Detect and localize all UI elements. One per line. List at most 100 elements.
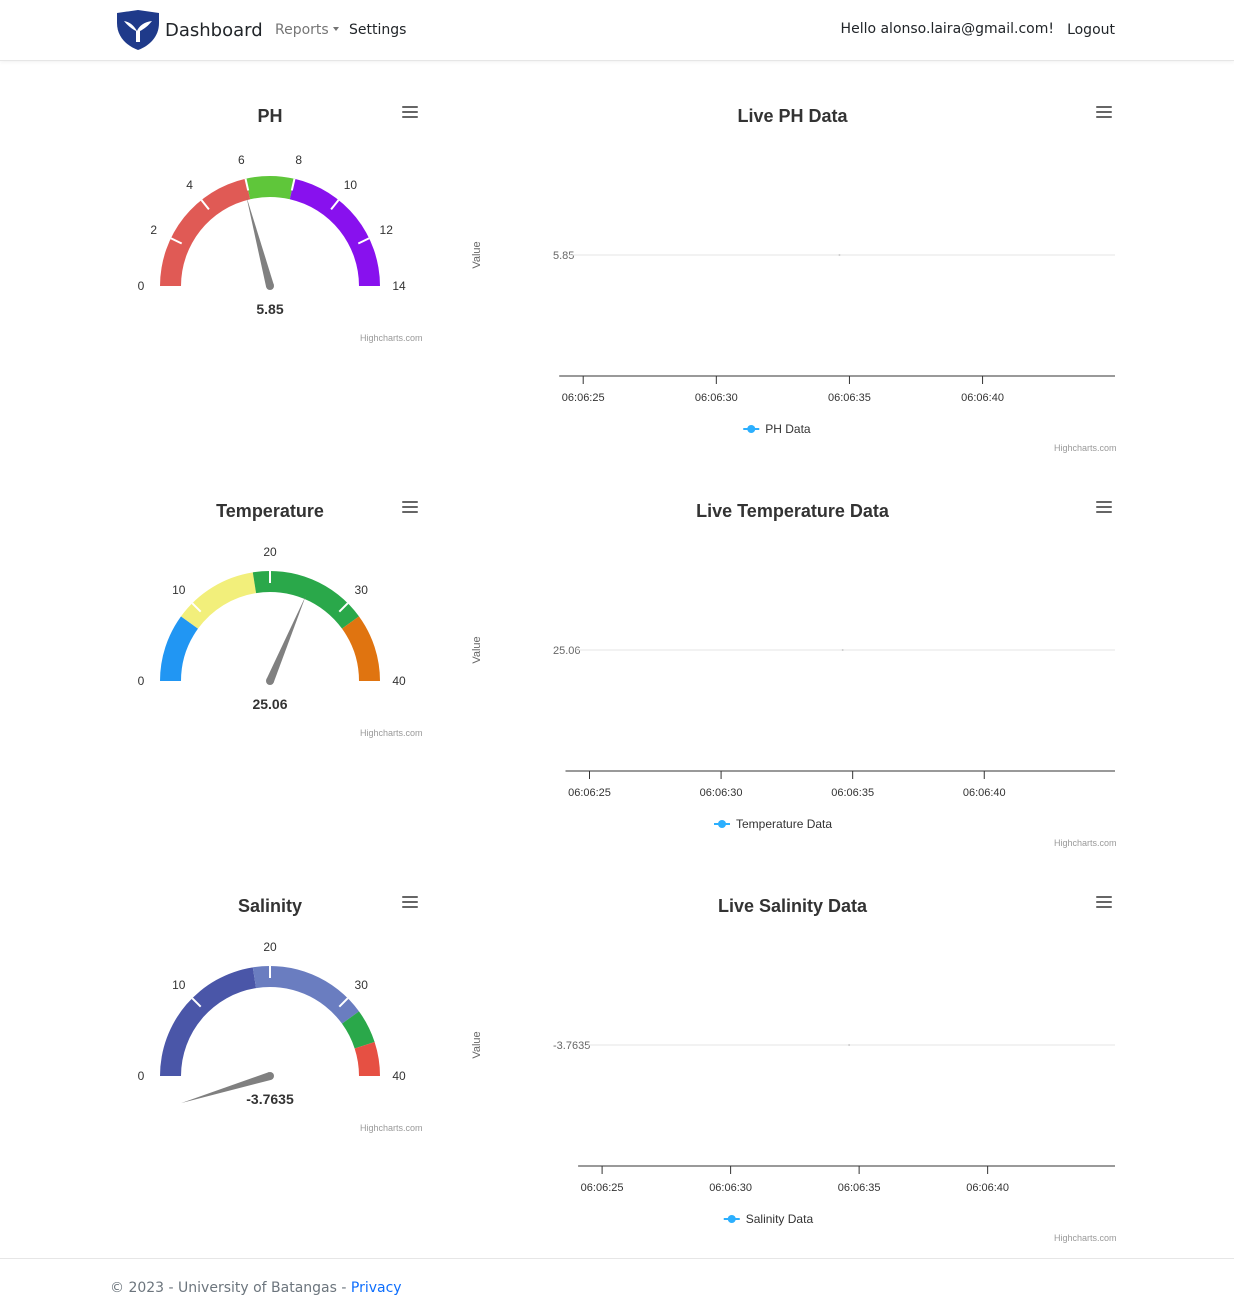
- gauge-band-0: [160, 178, 251, 286]
- gauge-tick-label: 0: [138, 1069, 145, 1083]
- gauge-tick-label: 0: [138, 279, 145, 293]
- highcharts-credits[interactable]: Highcharts.com: [360, 1123, 423, 1133]
- settings-link[interactable]: Settings: [349, 22, 407, 38]
- ph-line-chart: Live PH Data Value 5.85 06:06:25 06:06:30 06…: [460, 68, 1125, 453]
- gauge-tick-mark: [170, 237, 183, 245]
- gauge-band-1: [181, 572, 257, 629]
- chart-menu-icon[interactable]: [402, 501, 418, 515]
- gauge-tick-mark: [357, 237, 370, 245]
- gauge-tick-label: 30: [355, 583, 369, 597]
- chart-title: Temperature: [216, 501, 324, 521]
- salinity-gauge-svg: 0 10 20 30 40 -3.7635: [138, 940, 406, 1107]
- legend-marker: [747, 425, 756, 433]
- temperature-line-chart: Live Temperature Data Value 25.06 06:06:25…: [460, 463, 1125, 848]
- salinity-line-svg: Value -3.7635 06:06:25 06:06:30 06:06:35 06:0…: [471, 1031, 1115, 1226]
- gauge-tick-label: 20: [263, 545, 277, 559]
- brand-link[interactable]: Dashboard: [114, 9, 263, 51]
- caret-down-icon: [332, 27, 339, 31]
- gauge-band-2: [289, 178, 380, 286]
- salinity-gauge-chart: Salinity 0 10 20 30 40 -3.7635 Highcharts.com: [110, 858, 430, 1138]
- chart-title: Live Salinity Data: [717, 896, 868, 916]
- x-tick-label: 06:06:30: [700, 787, 743, 799]
- highcharts-credits[interactable]: Highcharts.com: [360, 728, 423, 738]
- gauge-needle: [266, 595, 306, 683]
- gauge-pivot: [266, 677, 274, 685]
- gauge-tick-label: 10: [344, 178, 358, 192]
- gauge-tick-label: 6: [238, 153, 245, 167]
- legend-item[interactable]: Temperature Data: [736, 817, 832, 831]
- chart-menu-icon[interactable]: [402, 896, 418, 910]
- series-data-point: [841, 649, 844, 651]
- x-tick-label: 06:06:40: [963, 787, 1006, 799]
- gauge-band-0: [160, 616, 198, 681]
- x-tick-label: 06:06:30: [695, 392, 738, 404]
- gauge-needle: [246, 196, 274, 288]
- logout-link[interactable]: Logout: [1067, 22, 1115, 38]
- whale-tail-shield-logo-icon: [117, 10, 159, 50]
- chart-menu-icon[interactable]: [1096, 501, 1112, 515]
- chart-title: Salinity: [237, 896, 303, 916]
- ph-line-svg: Value 5.85 06:06:25 06:06:30 06:06:35 06:06:4…: [471, 241, 1115, 436]
- chart-title: PH: [257, 106, 283, 126]
- gauge-tick-label: 8: [295, 153, 302, 167]
- gauge-band-0: [160, 967, 257, 1076]
- gauge-value-label: 25.06: [252, 696, 287, 712]
- gauge-tick-mark: [191, 602, 202, 613]
- gauge-band-2: [342, 1011, 375, 1049]
- y-tick-label: 5.85: [553, 250, 574, 262]
- legend-item[interactable]: Salinity Data: [746, 1212, 814, 1226]
- x-tick-label: 06:06:35: [831, 787, 874, 799]
- gauge-band-3: [342, 616, 380, 681]
- y-axis-title: Value: [471, 241, 483, 268]
- page-footer: © 2023 - University of Batangas - Privac…: [0, 1258, 1234, 1315]
- gauge-tick-label: 30: [355, 978, 369, 992]
- temperature-gauge-chart: Temperature 0 10 20 30 40 25.06 Highcharts.co…: [110, 463, 430, 743]
- gauge-tick-label: 2: [150, 223, 157, 237]
- chart-menu-icon[interactable]: [402, 106, 418, 120]
- gauge-pivot: [266, 282, 274, 290]
- gauge-tick-label: 10: [172, 583, 186, 597]
- copyright-text: © 2023 - University of Batangas -: [110, 1280, 347, 1296]
- highcharts-credits[interactable]: Highcharts.com: [1054, 443, 1117, 453]
- series-data-point: [838, 254, 841, 256]
- gauge-tick-mark: [244, 178, 250, 191]
- reports-label: Reports: [275, 22, 329, 38]
- highcharts-credits[interactable]: Highcharts.com: [1054, 1233, 1117, 1243]
- brand-text: Dashboard: [165, 19, 263, 41]
- user-greeting: Hello alonso.laira@gmail.com!: [840, 21, 1054, 37]
- top-navbar: Dashboard Reports Settings Hello alonso.…: [0, 0, 1234, 61]
- y-tick-label: -3.7635: [553, 1040, 590, 1052]
- chart-menu-icon[interactable]: [1096, 106, 1112, 120]
- x-tick-label: 06:06:25: [581, 1182, 624, 1194]
- ph-gauge-svg: 0 2 4 6 8 10 12 14 5.85: [138, 153, 406, 317]
- chart-menu-icon[interactable]: [1096, 896, 1112, 910]
- legend-marker: [718, 820, 726, 828]
- gauge-tick-label: 20: [263, 940, 277, 954]
- x-tick-label: 06:06:40: [961, 392, 1004, 404]
- legend-item[interactable]: PH Data: [765, 422, 811, 436]
- x-tick-label: 06:06:25: [568, 787, 611, 799]
- y-tick-label: 25.06: [553, 645, 581, 657]
- gauge-tick-label: 0: [138, 674, 145, 688]
- gauge-tick-label: 4: [186, 178, 193, 192]
- x-tick-label: 06:06:30: [709, 1182, 752, 1194]
- gauge-band-2: [252, 571, 359, 629]
- gauge-tick-label: 12: [380, 223, 394, 237]
- gauge-tick-mark: [338, 602, 349, 613]
- highcharts-credits[interactable]: Highcharts.com: [360, 333, 423, 343]
- gauge-tick-mark: [191, 997, 202, 1008]
- gauge-tick-label: 10: [172, 978, 186, 992]
- legend-marker: [727, 1215, 736, 1223]
- gauge-tick-mark: [290, 178, 296, 191]
- privacy-link[interactable]: Privacy: [350, 1280, 402, 1296]
- reports-dropdown[interactable]: Reports: [275, 22, 339, 38]
- x-tick-label: 06:06:40: [966, 1182, 1009, 1194]
- gauge-needle: [181, 1072, 272, 1104]
- salinity-line-chart: Live Salinity Data Value -3.7635 06:06:25 0…: [460, 858, 1125, 1243]
- chart-title: Live Temperature Data: [696, 501, 889, 521]
- gauge-band-1: [245, 175, 295, 200]
- y-axis-title: Value: [471, 1031, 483, 1058]
- gauge-tick-mark: [338, 997, 349, 1008]
- gauge-pivot: [266, 1072, 274, 1080]
- highcharts-credits[interactable]: Highcharts.com: [1054, 838, 1117, 848]
